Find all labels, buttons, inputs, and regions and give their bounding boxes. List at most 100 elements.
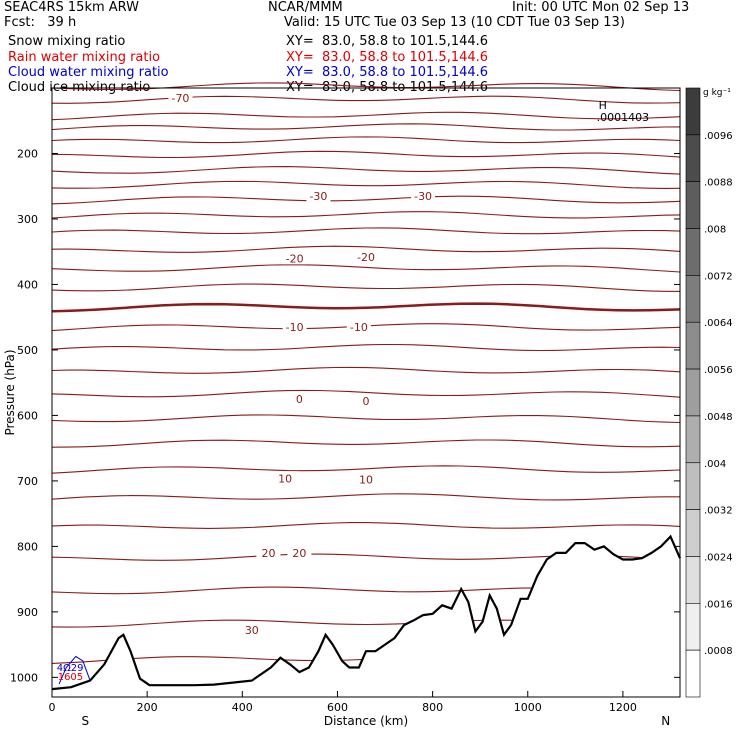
model-title: SEAC4RS 15km ARW	[4, 0, 140, 15]
terrain-line	[51, 534, 682, 691]
contour-label: -30	[414, 190, 432, 203]
colorbar-tick-label: .0064	[704, 318, 733, 329]
legend-cloudwater-xy: XY= 83.0, 58.8 to 101.5,144.6	[286, 65, 489, 80]
max-marker-label: H	[599, 99, 607, 112]
temperature-contour	[51, 302, 681, 313]
colorbar-tick-label: .0024	[704, 552, 733, 563]
x-tick-label: 1000	[514, 701, 542, 714]
x-end-label-north: N	[661, 714, 670, 728]
contour-label-bg	[354, 249, 378, 263]
max-annotation: H.0001403	[597, 99, 650, 124]
contour-label: 10	[359, 474, 373, 487]
contour-label: -10	[286, 321, 304, 334]
colorbar-tick-label: .004	[704, 459, 726, 470]
contour-label: -10	[350, 321, 368, 334]
cloud-water-contours	[58, 655, 91, 685]
temperature-contour	[51, 166, 681, 175]
colorbar-segment	[685, 275, 701, 323]
y-tick-label: 700	[17, 475, 38, 488]
terrain	[51, 534, 682, 697]
y-tick-label: 800	[17, 540, 38, 553]
valid-time: Valid: 15 UTC Tue 03 Sep 13 (10 CDT Tue …	[284, 15, 625, 30]
colorbar-tick-label: .0032	[704, 506, 733, 517]
temperature-contour	[51, 95, 681, 104]
colorbar: .0096 .0088 .008 .0072 .0064 .0056 .0048 .004 .0…	[685, 87, 733, 698]
contour-label-bg	[354, 472, 378, 486]
colorbar-tick-label: .0016	[704, 599, 733, 610]
colorbar-segment	[685, 415, 701, 464]
x-tick-label: 800	[422, 701, 443, 714]
colorbar-segment	[685, 462, 701, 510]
org-label: NCAR/MMM	[268, 0, 343, 15]
temperature-contour	[51, 493, 680, 501]
temperature-contour	[51, 82, 681, 92]
temperature-contours	[51, 82, 681, 664]
temperature-contour	[51, 123, 681, 131]
contour-label: -20	[357, 251, 375, 264]
colorbar-segment	[685, 134, 701, 182]
y-tick-label: 400	[17, 278, 38, 291]
temperature-contour	[51, 283, 681, 292]
contour-label-bg	[411, 189, 436, 203]
y-tick-label: 200	[17, 147, 38, 160]
contour-label: 10	[278, 472, 292, 485]
y-tick-label: 300	[17, 213, 38, 226]
temperature-contour	[51, 522, 681, 529]
colorbar-segment	[685, 181, 701, 229]
colorbar-tick-label: .0056	[704, 365, 733, 376]
init-time: Init: 00 UTC Mon 02 Sep 13	[512, 0, 690, 15]
y-axis-title: Pressure (hPa)	[3, 349, 17, 435]
y-tick-label: 500	[17, 344, 38, 357]
colorbar-segment	[685, 87, 701, 136]
terrain-mask	[52, 536, 680, 697]
contour-label: 0	[296, 393, 303, 406]
temperature-contour	[51, 111, 681, 121]
colorbar-segment	[685, 509, 701, 557]
contour-label-bg	[239, 623, 264, 637]
colorbar-segment	[685, 228, 701, 276]
x-tick-label: 1200	[609, 701, 637, 714]
temperature-contour	[51, 343, 681, 352]
contour-label-bg	[273, 471, 298, 485]
colorbar-tick-label: .0008	[704, 646, 733, 657]
colorbar-segment	[685, 649, 701, 698]
colorbar-segment	[685, 603, 701, 651]
contour-label: -70	[171, 92, 189, 105]
contour-label: -30	[309, 190, 327, 203]
contour-label-bg	[306, 189, 331, 203]
colorbar-segment	[685, 556, 701, 604]
small-value-label: 4Ω29	[57, 663, 84, 674]
colorbar-tick-label: .0088	[704, 178, 733, 189]
contour-label: 30	[245, 624, 259, 637]
cloud-water-contour	[58, 655, 91, 685]
small-value-label: 1605	[58, 672, 83, 683]
legend-rain-xy: XY= 83.0, 58.8 to 101.5,144.6	[286, 50, 489, 65]
y-tick-label: 1000	[10, 671, 38, 684]
contour-label-bg	[287, 392, 312, 406]
colorbar-tick-label: .0048	[704, 412, 733, 423]
contour-label-bg	[282, 320, 307, 334]
colorbar-segment	[685, 368, 701, 417]
x-axis-title: Distance (km)	[324, 714, 408, 728]
temperature-contour	[51, 465, 681, 474]
y-tick-label: 600	[17, 409, 38, 422]
contour-label-bg	[256, 545, 281, 559]
temperature-contour	[51, 150, 681, 159]
legend-cloudwater-label: Cloud water mixing ratio	[8, 65, 169, 80]
colorbar-tick-label: .0096	[704, 131, 733, 142]
colorbar-tick-label: .008	[704, 225, 726, 236]
plot-frame	[51, 87, 681, 698]
temperature-contour	[51, 264, 681, 273]
max-value-label: .0001403	[597, 111, 650, 124]
legend-snow-label: Snow mixing ratio	[8, 34, 126, 49]
temperature-contour	[51, 389, 681, 398]
x-tick-label: 0	[49, 701, 56, 714]
colorbar-tick-label: .0072	[704, 271, 733, 282]
temperature-contour	[51, 136, 681, 144]
temperature-contour	[51, 227, 681, 235]
temperature-contour	[51, 195, 681, 205]
x-end-label-south: S	[81, 714, 89, 728]
